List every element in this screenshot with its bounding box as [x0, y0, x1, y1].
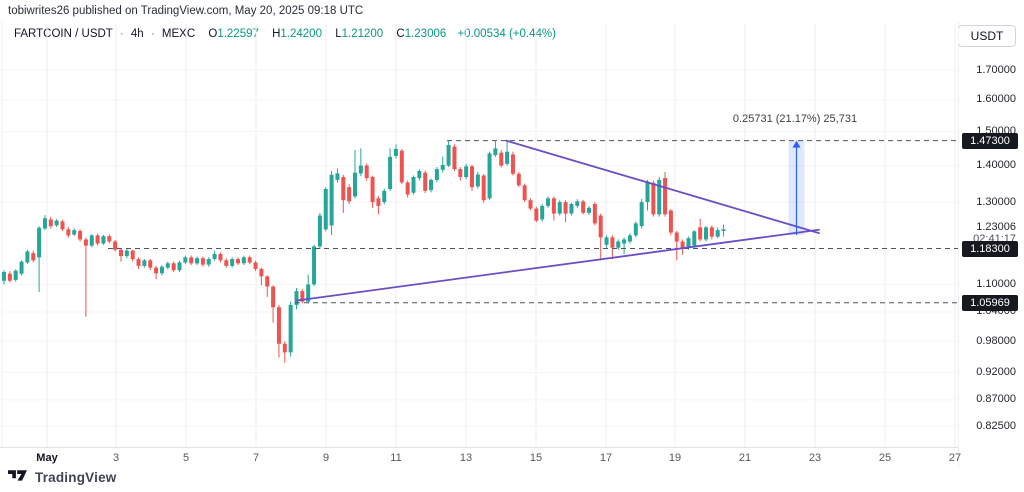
time-tick-label: 23: [808, 452, 822, 464]
close-value: 1.23006: [404, 28, 447, 40]
currency-toggle-button[interactable]: USDT: [958, 25, 1016, 47]
time-tick-label: 15: [529, 452, 543, 464]
time-tick-label: 11: [390, 452, 402, 464]
time-tick-label: 5: [182, 452, 190, 464]
price-tick-label: 0.87000: [976, 393, 1016, 406]
time-tick-label: 9: [322, 452, 330, 464]
price-tick-label: 1.10000: [976, 277, 1016, 290]
separator-dot: ·: [119, 28, 124, 40]
time-axis[interactable]: May 3 5 7 9 11 13 15 17 19 21 23 25 27: [0, 447, 962, 469]
price-axis[interactable]: 1.23006 02:41:17 1.70000 1.60000 1.50000 1.…: [958, 22, 1024, 467]
time-tick-label: 7: [252, 452, 260, 464]
price-tick-label: 0.92000: [976, 365, 1016, 378]
low-value: 1.21200: [341, 28, 384, 40]
time-tick-label: 13: [459, 452, 473, 464]
price-level-badge: 1.47300: [962, 132, 1018, 149]
price-level-badge: 1.05969: [962, 294, 1018, 311]
low-label: L: [335, 28, 342, 40]
symbol-info-bar: FARTCOIN / USDT · 4h · MEXC O1.22597 H1.…: [14, 28, 556, 40]
interval-label[interactable]: 4h: [130, 28, 144, 40]
footer: TradingView: [8, 469, 116, 485]
time-tick-label: 17: [599, 452, 613, 464]
publish-banner: tobiwrites26 published on TradingView.co…: [8, 5, 364, 17]
time-tick-label: 19: [668, 452, 682, 464]
change-value: +0.00534 (+0.44%): [457, 28, 556, 40]
time-tick-label: 21: [738, 452, 752, 464]
price-level-badge: 1.18300: [962, 240, 1018, 257]
high-label: H: [272, 28, 281, 40]
measure-annotation: 0.25731 (21.17%) 25,731: [732, 113, 858, 125]
time-tick-label: 25: [878, 452, 892, 464]
open-label: O: [208, 28, 218, 40]
exchange-label: MEXC: [161, 28, 196, 40]
symbol-name[interactable]: FARTCOIN / USDT: [14, 28, 113, 40]
separator-dot: ·: [150, 28, 155, 40]
chart-drawings[interactable]: [108, 139, 958, 304]
price-tick-label: 1.60000: [976, 93, 1016, 106]
candlestick-series: [2, 139, 726, 363]
grid-lines: [1, 22, 958, 447]
high-value: 1.24200: [280, 28, 322, 40]
time-tick-label: 3: [112, 452, 120, 464]
current-price-label: 1.23006: [976, 221, 1016, 233]
time-tick-label: May: [36, 452, 58, 464]
open-value: 1.22597: [217, 28, 259, 40]
tradingview-logo-icon[interactable]: [8, 469, 30, 485]
close-label: C: [396, 28, 405, 40]
price-tick-label: 1.70000: [976, 63, 1016, 76]
price-tick-label: 0.98000: [976, 334, 1016, 347]
price-tick-label: 0.82500: [976, 419, 1016, 432]
price-tick-label: 1.40000: [976, 159, 1016, 172]
tradingview-brand-text[interactable]: TradingView: [35, 469, 117, 485]
time-tick-label: 27: [948, 452, 962, 464]
price-tick-label: 1.30000: [976, 195, 1016, 208]
